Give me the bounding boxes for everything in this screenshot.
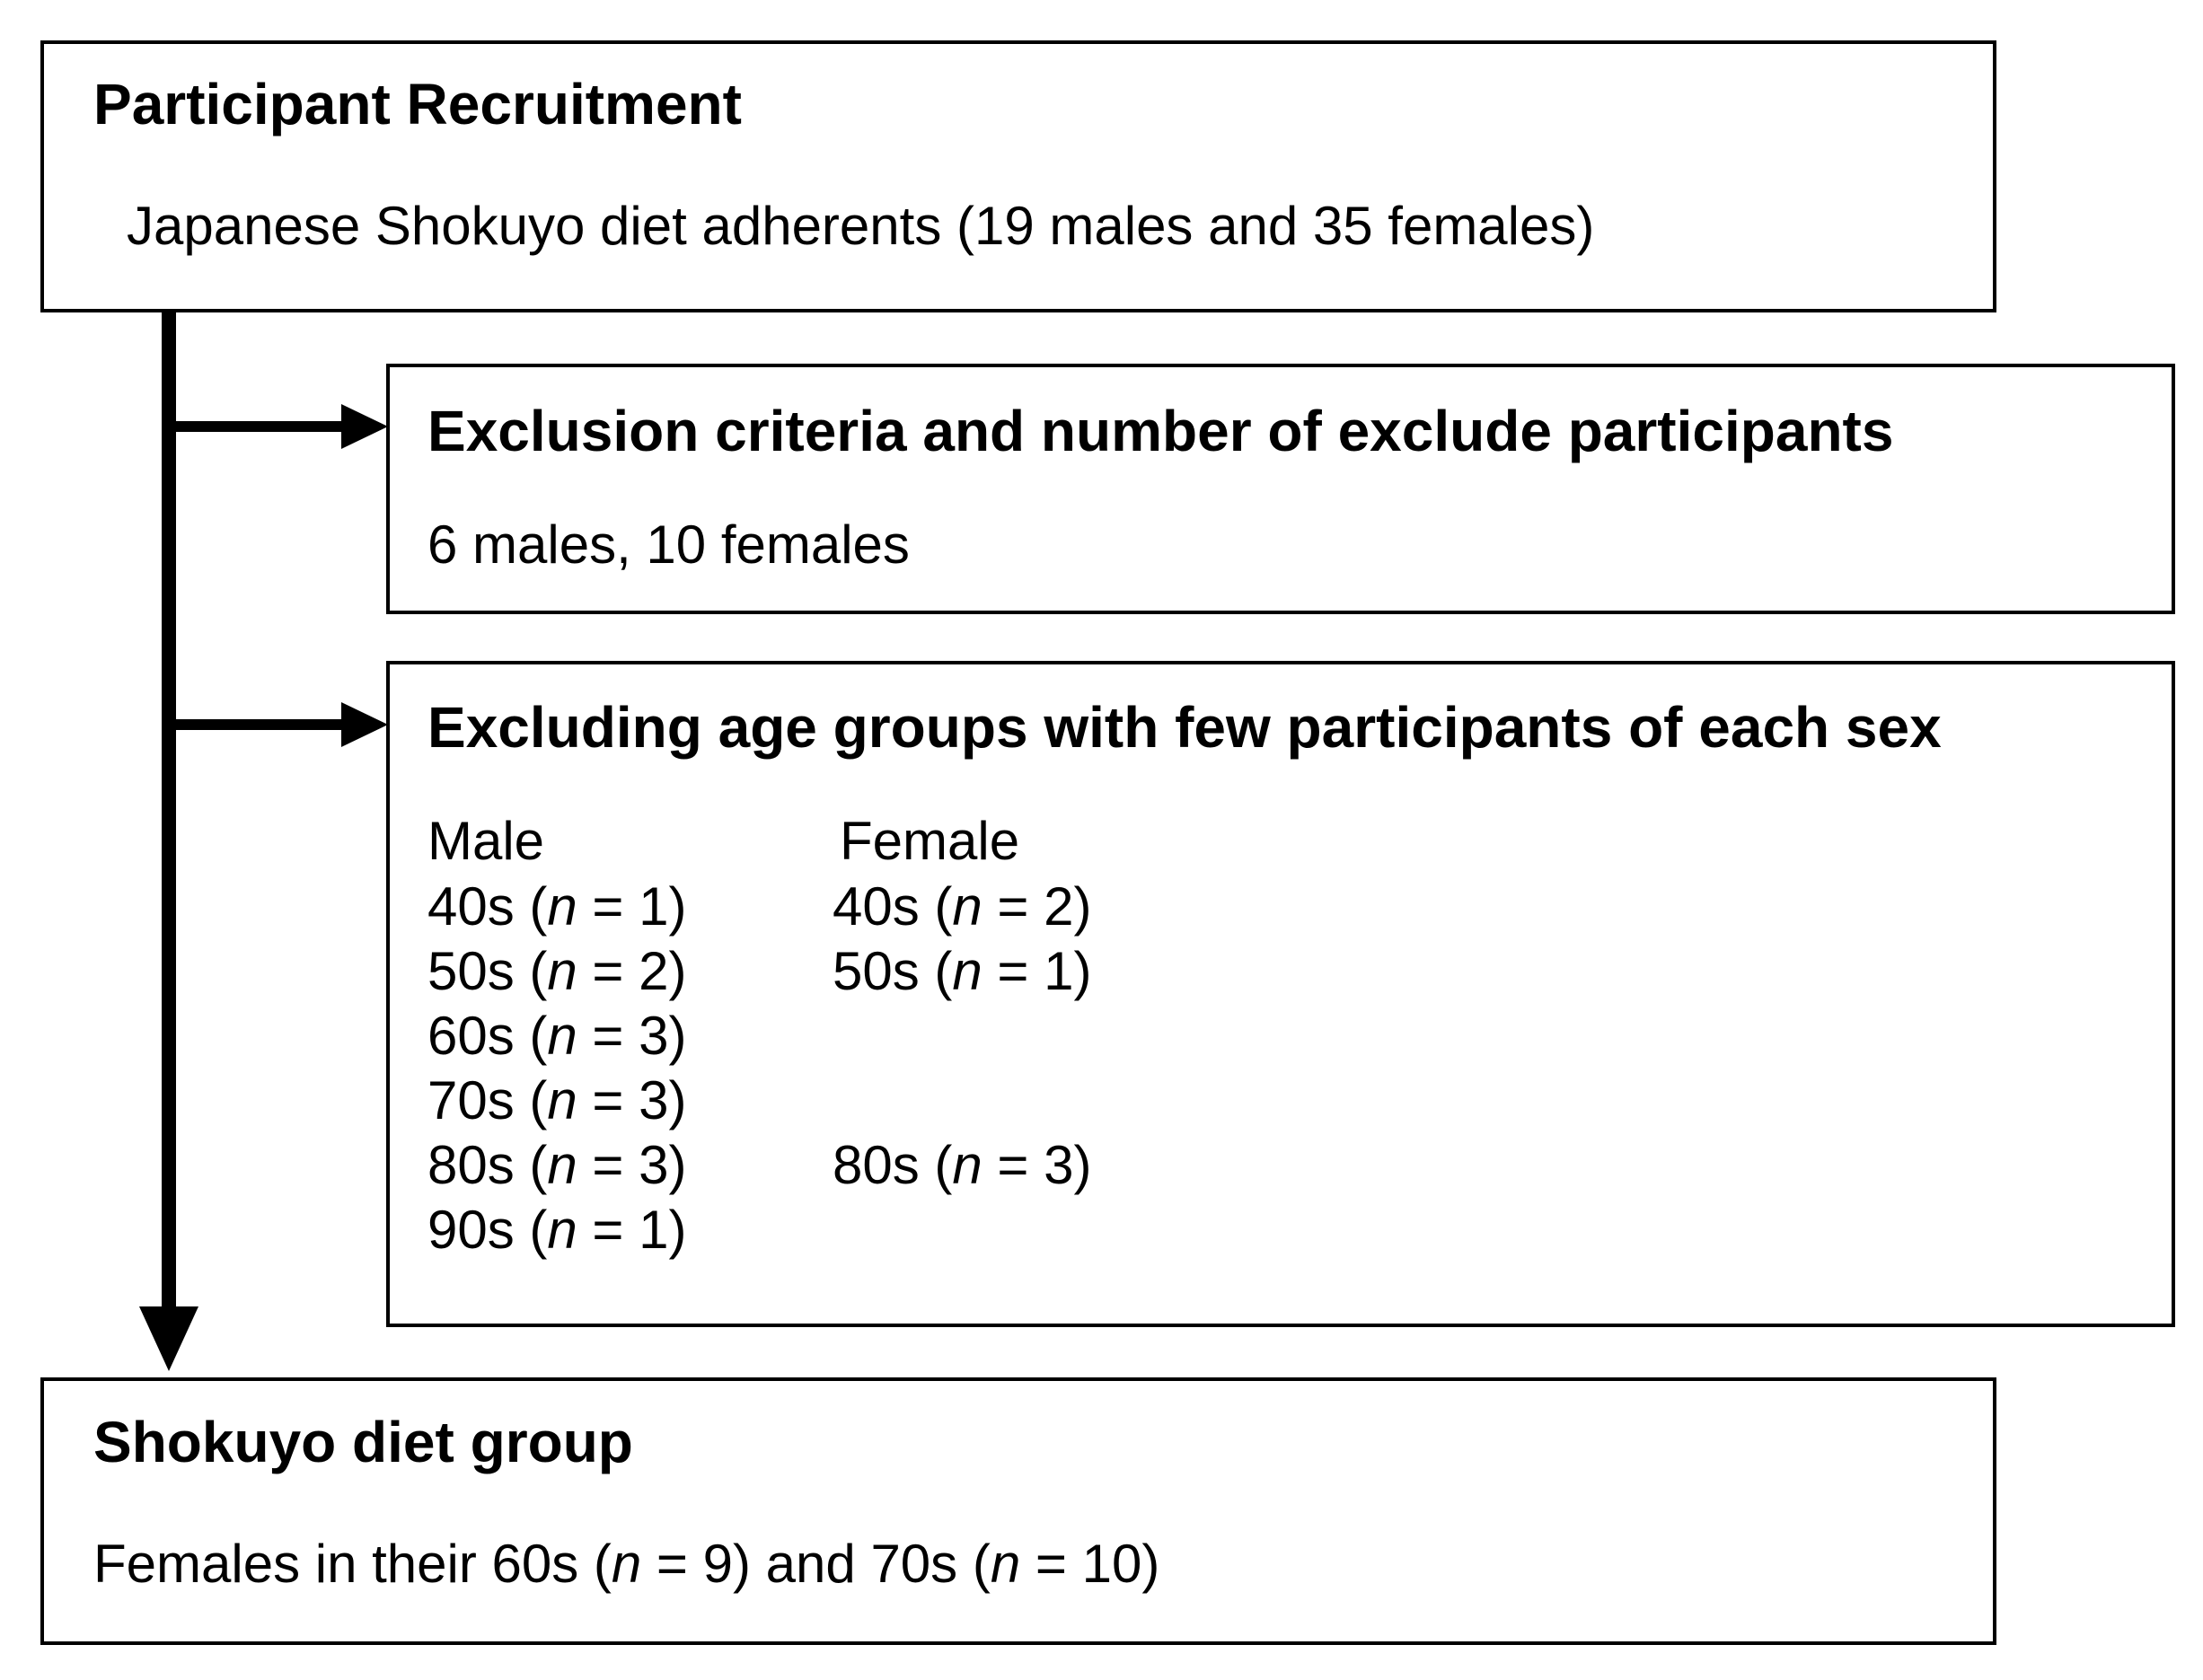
text-run: 50s ( (833, 941, 952, 1001)
text-run: Females in their 60s ( (93, 1534, 612, 1594)
male-age-row: 70s (n = 3) (427, 1070, 687, 1130)
text-run: 40s ( (427, 876, 547, 937)
age-exclusion-box (386, 661, 2175, 1327)
text-run: = 3) (577, 1135, 687, 1195)
text-run: 40s ( (833, 876, 952, 937)
italic-symbol: n (952, 1135, 982, 1195)
text-run: 80s ( (427, 1135, 547, 1195)
italic-symbol: n (547, 941, 577, 1001)
text-run: 90s ( (427, 1200, 547, 1260)
result-box (40, 1377, 1996, 1645)
italic-symbol: n (547, 1200, 577, 1260)
box-title: Excluding age groups with few participan… (427, 695, 1942, 760)
italic-symbol: n (547, 1006, 577, 1066)
text-run: = 2) (983, 876, 1092, 937)
connectors (139, 311, 388, 1371)
column-header: Male (427, 811, 544, 871)
male-age-row: 50s (n = 2) (427, 941, 687, 1001)
text-run: 80s ( (833, 1135, 952, 1195)
italic-symbol: n (612, 1534, 641, 1594)
male-age-row: 90s (n = 1) (427, 1200, 687, 1260)
text-run: = 1) (983, 941, 1092, 1001)
female-age-row: 40s (n = 2) (833, 876, 1092, 937)
branch-arrow-head (341, 702, 388, 747)
italic-symbol: n (547, 1070, 577, 1130)
male-age-row: 60s (n = 3) (427, 1006, 687, 1066)
italic-symbol: n (991, 1534, 1020, 1594)
column-header: Female (840, 811, 1019, 871)
text-run: = 1) (577, 876, 687, 937)
text-run: = 1) (577, 1200, 687, 1260)
italic-symbol: n (952, 876, 982, 937)
exclusion-box (386, 364, 2175, 614)
main-arrow-head (139, 1306, 198, 1371)
text-run: = 9) and 70s ( (641, 1534, 991, 1594)
italic-symbol: n (952, 941, 982, 1001)
text-run: = 2) (577, 941, 687, 1001)
text-run: 60s ( (427, 1006, 547, 1066)
male-age-row: 80s (n = 3) (427, 1135, 687, 1195)
box-text: 6 males, 10 females (427, 515, 910, 575)
box-title: Participant Recruitment (93, 72, 742, 136)
text-run: = 3) (577, 1070, 687, 1130)
male-age-row: 40s (n = 1) (427, 876, 687, 937)
female-age-row: 80s (n = 3) (833, 1135, 1092, 1195)
recruitment-box (40, 40, 1996, 312)
box-title: Shokuyo diet group (93, 1410, 633, 1474)
branch-arrow-head (341, 404, 388, 449)
text-run: = 10) (1020, 1534, 1159, 1594)
text-run: 70s ( (427, 1070, 547, 1130)
italic-symbol: n (547, 876, 577, 937)
box-text: Japanese Shokuyo diet adherents (19 male… (127, 196, 1594, 256)
box-title: Exclusion criteria and number of exclude… (427, 399, 1893, 463)
box-text: Females in their 60s (n = 9) and 70s (n … (93, 1534, 1159, 1594)
female-age-row: 50s (n = 1) (833, 941, 1092, 1001)
text-run: 50s ( (427, 941, 547, 1001)
text-run: = 3) (577, 1006, 687, 1066)
text-run: = 3) (983, 1135, 1092, 1195)
italic-symbol: n (547, 1135, 577, 1195)
